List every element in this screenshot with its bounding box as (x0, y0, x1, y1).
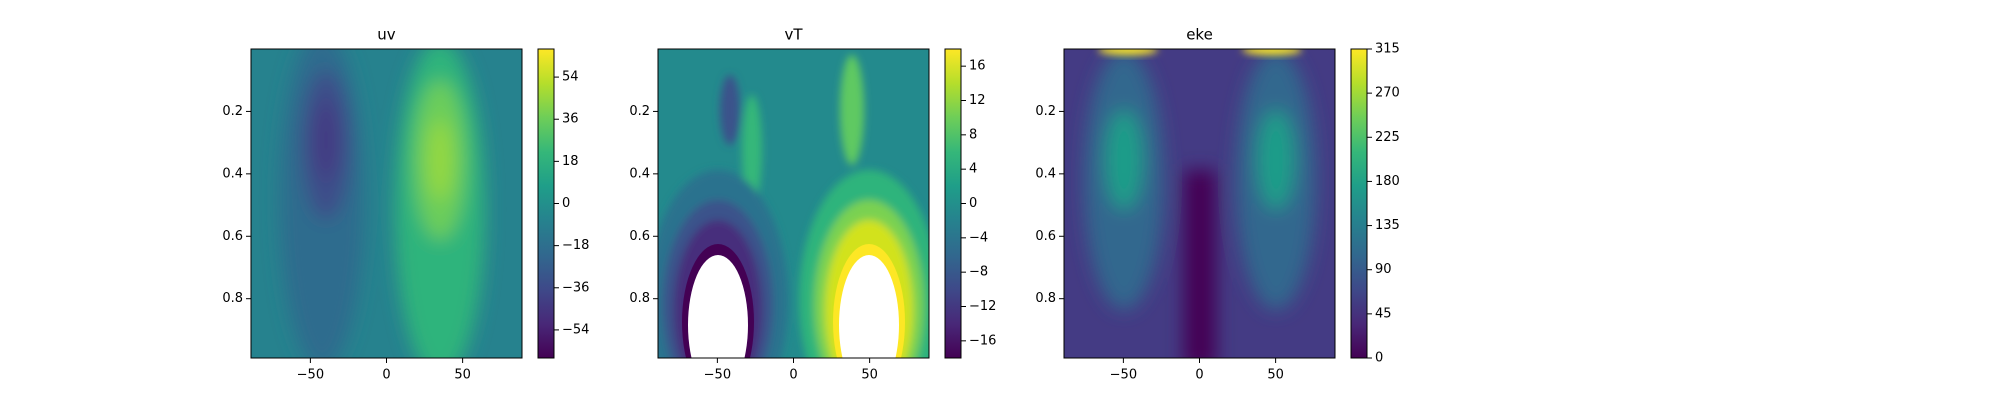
y-tick-label: 0.4 (1035, 166, 1056, 181)
colorbar (537, 48, 555, 359)
colorbar-tick-label: 36 (562, 112, 579, 127)
y-tick-label: 0.6 (1035, 229, 1056, 244)
colorbar-tick-label: 180 (1375, 174, 1400, 189)
y-tick-label: 0.8 (629, 291, 650, 306)
colorbar-tick-label: −54 (562, 322, 589, 337)
y-tick-label: 0.2 (1035, 104, 1056, 119)
colorbar-tick-label: 0 (562, 196, 570, 211)
colorbar-tick-label: 270 (1375, 86, 1400, 101)
colorbar-tick-label: −18 (562, 238, 589, 253)
x-tick-label: 0 (382, 368, 390, 383)
colorbar-tick-label: −36 (562, 280, 589, 295)
colorbar-tick-label: 45 (1375, 306, 1392, 321)
x-tick-label: −50 (297, 368, 324, 383)
colorbar-tick-label: 8 (969, 127, 977, 142)
colorbar-tick-label: −16 (969, 333, 996, 348)
uv-field (251, 49, 522, 358)
colorbar-tick-label: 135 (1375, 218, 1400, 233)
x-tick-label: 50 (454, 368, 471, 383)
colorbar-tick-label: 315 (1375, 42, 1400, 57)
colorbar-tick-label: 16 (969, 59, 986, 74)
colorbar-tick-label: 225 (1375, 130, 1400, 145)
y-tick-label: 0.4 (629, 166, 650, 181)
colorbar-tick-label: 90 (1375, 262, 1392, 277)
x-tick-label: −50 (704, 368, 731, 383)
colorbar-tick-label: −12 (969, 299, 996, 314)
panel-title: uv (377, 26, 396, 44)
colorbar (944, 48, 962, 359)
panel-title: eke (1186, 26, 1213, 44)
colorbar-tick-label: 54 (562, 70, 579, 85)
vt-field (658, 49, 929, 358)
y-tick-label: 0.8 (1035, 291, 1056, 306)
x-tick-label: 50 (861, 368, 878, 383)
x-tick-label: 0 (1195, 368, 1203, 383)
colorbar-tick-label: 0 (969, 196, 977, 211)
y-tick-label: 0.8 (222, 291, 243, 306)
panel-title: vT (784, 26, 803, 44)
colorbar (1350, 48, 1368, 359)
x-tick-label: −50 (1110, 368, 1137, 383)
y-tick-label: 0.6 (629, 229, 650, 244)
colorbar-tick-label: −8 (969, 265, 988, 280)
colorbar-tick-label: −4 (969, 230, 988, 245)
y-tick-label: 0.2 (629, 104, 650, 119)
y-tick-label: 0.2 (222, 104, 243, 119)
x-tick-label: 50 (1267, 368, 1284, 383)
colorbar-tick-label: 0 (1375, 351, 1383, 366)
eke-field (1064, 49, 1335, 358)
colorbar-tick-label: 18 (562, 154, 579, 169)
y-tick-label: 0.6 (222, 229, 243, 244)
x-tick-label: 0 (789, 368, 797, 383)
y-tick-label: 0.4 (222, 166, 243, 181)
colorbar-tick-label: 12 (969, 93, 986, 108)
colorbar-tick-label: 4 (969, 162, 977, 177)
